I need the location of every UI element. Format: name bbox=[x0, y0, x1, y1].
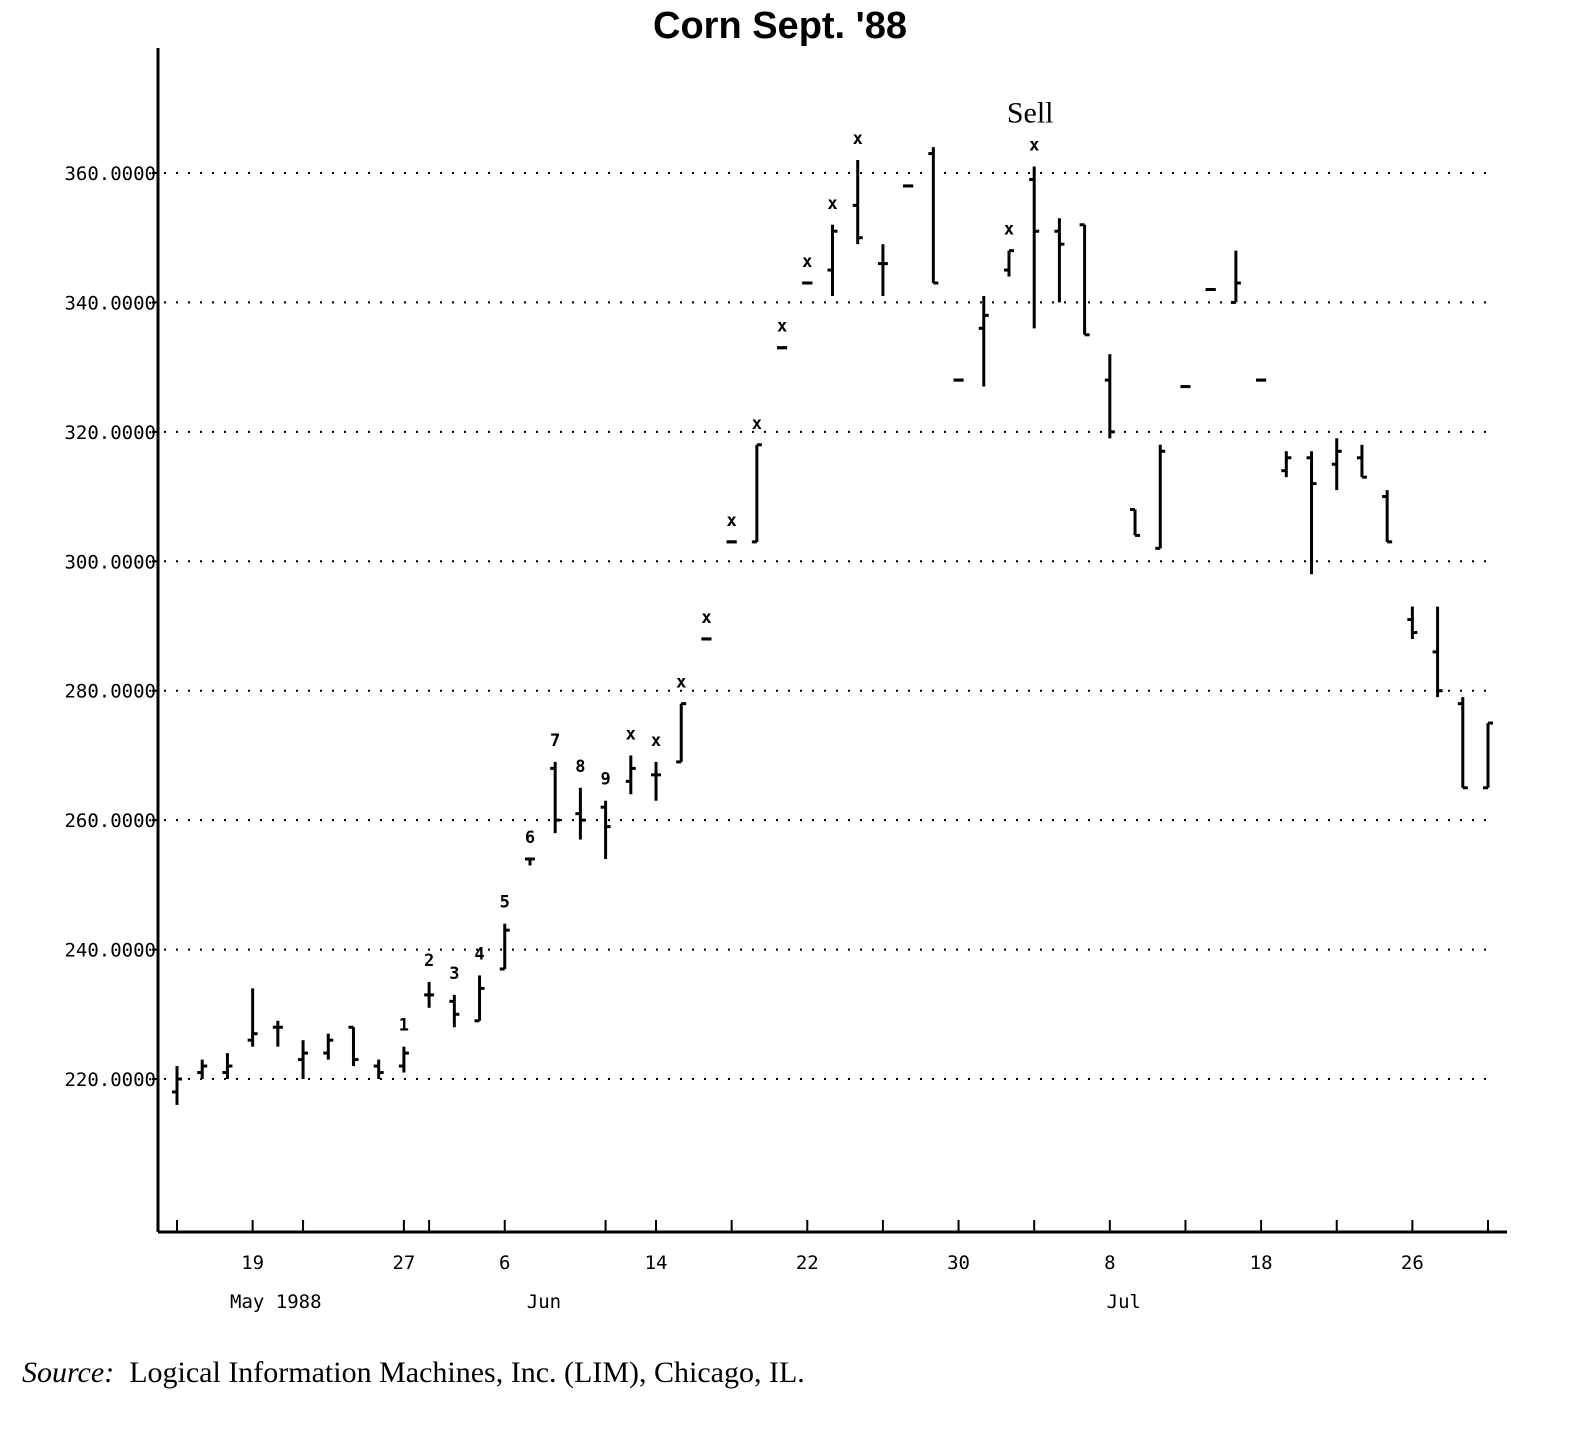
ohlc-bar bbox=[1054, 218, 1065, 303]
bar-label: x bbox=[676, 673, 686, 693]
ohlc-bar bbox=[877, 244, 888, 296]
ohlc-bar bbox=[978, 295, 989, 387]
ohlc-bar bbox=[449, 994, 460, 1028]
ohlc-bar bbox=[1029, 166, 1040, 329]
bar-label: x bbox=[1004, 220, 1014, 240]
ohlc-bar bbox=[398, 1046, 409, 1073]
y-tick-label: 340.0000 bbox=[64, 292, 156, 314]
ohlc-bar bbox=[1281, 451, 1292, 478]
bar-label: 6 bbox=[525, 828, 535, 848]
ohlc-bar bbox=[298, 1040, 309, 1079]
bar-label: x bbox=[701, 608, 711, 628]
ohlc-bar bbox=[575, 787, 586, 840]
bar-label: 2 bbox=[424, 951, 434, 971]
bar-label: 8 bbox=[575, 757, 585, 777]
ohlc-bar bbox=[1407, 606, 1418, 639]
bar-label: 3 bbox=[449, 964, 459, 984]
ohlc-bar bbox=[852, 160, 863, 245]
ohlc-bar bbox=[524, 857, 535, 866]
ohlc-chart: Corn Sept. '88 220.0000240.0000260.00002… bbox=[64, 5, 1507, 1313]
ohlc-bar bbox=[1079, 223, 1090, 337]
bar-label: x bbox=[727, 511, 737, 531]
y-tick-label: 240.0000 bbox=[64, 940, 156, 962]
ohlc-bar bbox=[1331, 438, 1342, 491]
ohlc-bar bbox=[474, 975, 485, 1023]
x-month-label: Jul bbox=[1107, 1291, 1141, 1313]
ohlc-bar bbox=[1457, 697, 1468, 790]
source-label: Source: bbox=[22, 1356, 115, 1389]
ohlc-bar bbox=[1003, 249, 1014, 277]
ohlc-bar bbox=[348, 1025, 359, 1067]
ohlc-bar bbox=[625, 755, 636, 795]
bar-label: x bbox=[1029, 136, 1039, 156]
chart-title: Corn Sept. '88 bbox=[653, 5, 907, 47]
x-tick-label: 30 bbox=[947, 1252, 970, 1274]
ohlc-bar bbox=[373, 1059, 384, 1079]
ohlc-bar bbox=[323, 1033, 334, 1060]
x-tick-label: 14 bbox=[645, 1252, 668, 1274]
bar-label: x bbox=[802, 252, 812, 272]
x-tick-label: 27 bbox=[392, 1252, 415, 1274]
ohlc-bar bbox=[1155, 444, 1166, 550]
x-month-label: Jun bbox=[527, 1291, 561, 1313]
ohlc-bar bbox=[1230, 250, 1241, 304]
bar-label: 1 bbox=[399, 1016, 409, 1036]
x-tick-label: 26 bbox=[1401, 1252, 1424, 1274]
bar-label: 4 bbox=[474, 944, 484, 964]
gridlines bbox=[164, 172, 1492, 1080]
ohlc-bar bbox=[197, 1059, 208, 1079]
ohlc-bar bbox=[1483, 721, 1493, 790]
ohlc-bar bbox=[222, 1053, 233, 1079]
x-month-label: May 1988 bbox=[230, 1291, 322, 1313]
bar-label: 9 bbox=[600, 770, 610, 790]
ohlc-bar bbox=[827, 224, 838, 296]
ohlc-bar bbox=[172, 1066, 182, 1105]
ohlc-bar bbox=[928, 147, 939, 285]
bar-label: x bbox=[626, 724, 636, 744]
source-note: Source: Logical Information Machines, In… bbox=[22, 1356, 805, 1390]
x-tick-label: 8 bbox=[1104, 1252, 1115, 1274]
ohlc-bar bbox=[1356, 444, 1367, 479]
ohlc-bar bbox=[1104, 354, 1115, 439]
x-tick-label: 22 bbox=[796, 1252, 819, 1274]
bar-label: x bbox=[752, 414, 762, 434]
source-text: Logical Information Machines, Inc. (LIM)… bbox=[129, 1356, 805, 1389]
x-tick-label: 18 bbox=[1250, 1252, 1273, 1274]
bar-label: x bbox=[651, 731, 661, 751]
bar-label: 7 bbox=[550, 731, 560, 751]
x-tick-label: 19 bbox=[241, 1252, 264, 1274]
ohlc-bar bbox=[272, 1020, 283, 1047]
ohlc-bar bbox=[751, 443, 762, 544]
ohlc-bar bbox=[424, 981, 435, 1008]
ohlc-bar bbox=[1382, 490, 1393, 544]
y-tick-label: 260.0000 bbox=[64, 810, 156, 832]
ohlc-bar bbox=[651, 761, 662, 801]
x-axis-ticks: 19 27 6 14 22 30 8 18 26 May 1988 Jun Jul bbox=[176, 1220, 1489, 1313]
bar-label: x bbox=[853, 129, 863, 149]
ohlc-bar bbox=[247, 988, 258, 1047]
ohlc-bar bbox=[1130, 508, 1141, 537]
y-tick-label: 220.0000 bbox=[64, 1069, 156, 1091]
ohlc-bar bbox=[550, 761, 561, 834]
ohlc-bar bbox=[1432, 606, 1443, 698]
ohlc-bar bbox=[1306, 451, 1317, 575]
axes bbox=[156, 48, 1507, 1234]
bar-label: 5 bbox=[500, 893, 510, 913]
y-tick-label: 300.0000 bbox=[64, 551, 156, 573]
bar-label: x bbox=[827, 194, 837, 214]
y-tick-label: 360.0000 bbox=[64, 163, 156, 185]
x-tick-label: 6 bbox=[499, 1252, 510, 1274]
bar-label: x bbox=[777, 317, 787, 337]
ohlc-bar bbox=[600, 800, 611, 859]
ohlc-bar bbox=[499, 923, 510, 971]
y-axis-ticks: 220.0000 240.0000 260.0000 280.0000 300.0000… bbox=[64, 163, 158, 1091]
ohlc-bar bbox=[676, 702, 687, 764]
y-tick-label: 280.0000 bbox=[64, 681, 156, 703]
sell-annotation: Sell bbox=[1007, 97, 1054, 130]
price-bars bbox=[172, 147, 1493, 1105]
y-tick-label: 320.0000 bbox=[64, 422, 156, 444]
